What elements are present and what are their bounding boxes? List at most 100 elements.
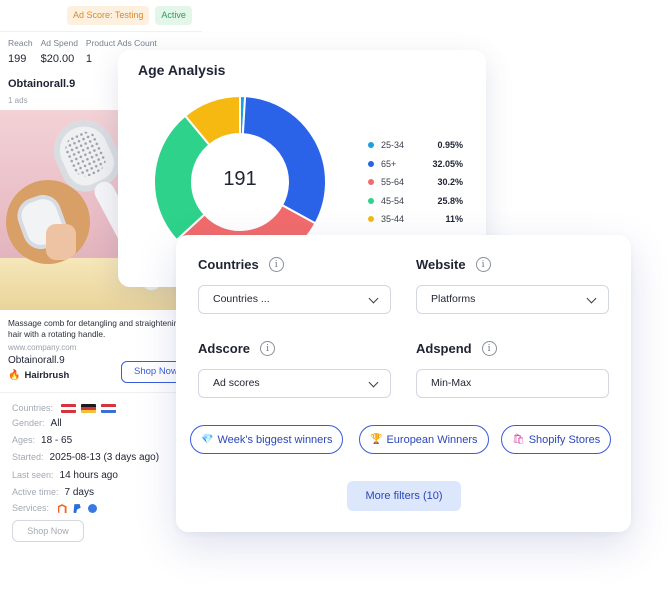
filters-panel: Countries i Countries ... Website i Plat…	[176, 235, 631, 532]
legend-value: 11%	[445, 214, 463, 224]
page-name[interactable]: Obtainorall.9	[8, 78, 76, 90]
services-label: Services:	[12, 503, 50, 513]
divider	[0, 392, 185, 393]
chevron-down-icon	[368, 293, 379, 304]
ages-label: Ages:	[12, 435, 36, 445]
legend-dot	[368, 160, 374, 167]
hand-holding-brush-image	[6, 180, 90, 264]
legend-value: 32.05%	[432, 158, 463, 169]
gender-value: All	[50, 418, 62, 429]
pill-label: European Winners	[386, 433, 478, 446]
stat-ad-spend: Ad Spend $20.00	[41, 38, 78, 65]
ad-website[interactable]: www.company.com	[8, 343, 77, 352]
legend-value: 30.2%	[437, 177, 463, 187]
donut-slice-35-44[interactable]	[183, 94, 241, 147]
donut-center-total: 191	[223, 168, 257, 190]
stat-label: Ad Spend	[40, 38, 78, 48]
legend-label: 55-64	[381, 177, 405, 187]
last-seen-value: 14 hours ago	[59, 470, 118, 481]
legend-dot	[368, 197, 374, 204]
countries-label: Countries	[198, 257, 259, 272]
adscore-select[interactable]: Ad scores	[198, 369, 391, 398]
stat-value: 199	[8, 53, 27, 65]
legend-dot	[368, 179, 374, 185]
countries-row: Countries:	[12, 403, 116, 414]
card-title: Age Analysis	[138, 62, 226, 78]
chevron-down-icon	[368, 377, 379, 388]
stat-reach: Reach 199	[8, 38, 33, 65]
started-label: Started:	[12, 452, 44, 462]
adspend-input-placeholder: Min-Max	[431, 377, 472, 389]
paypal-icon	[73, 504, 81, 514]
european-winners-button[interactable]: 🏆 European Winners	[359, 425, 489, 454]
shop-now-button[interactable]: Shop Now	[12, 520, 84, 542]
donut-slice-65+[interactable]	[241, 95, 327, 225]
divider	[0, 31, 202, 32]
at-flag-icon	[60, 404, 76, 414]
product-name: 🔥 Hairbrush	[8, 370, 69, 381]
active-time-value: 7 days	[64, 487, 94, 498]
last-seen-label: Last seen:	[12, 470, 54, 480]
legend-item: 55-64 30.2%	[368, 176, 468, 195]
legend-item: 35-44 11%	[368, 213, 468, 232]
legend-label: 45-54	[381, 195, 405, 206]
shopping-bag-icon: 🛍	[512, 434, 525, 445]
pill-label: Shopify Stores	[528, 433, 601, 446]
legend-value: 0.95%	[437, 140, 463, 150]
chevron-down-icon	[586, 293, 597, 304]
legend-item: 25-34 0.95%	[368, 139, 468, 158]
adscore-field-label: Adscore i	[198, 341, 276, 356]
info-icon[interactable]: i	[260, 341, 276, 356]
ages-row: Ages: 18 - 65	[12, 435, 72, 446]
page-name[interactable]: Obtainorall.9	[8, 355, 65, 366]
legend-label: 35-44	[381, 214, 405, 224]
website-select[interactable]: Platforms	[416, 285, 609, 314]
info-icon[interactable]: i	[475, 257, 491, 272]
started-row: Started: 2025-08-13 (3 days ago)	[12, 452, 159, 463]
started-value: 2025-08-13 (3 days ago)	[49, 452, 160, 463]
product-label: Hairbrush	[24, 370, 70, 381]
donut-slice-45-54[interactable]	[153, 114, 211, 242]
shopify-stores-button[interactable]: 🛍 Shopify Stores	[501, 425, 612, 454]
info-icon[interactable]: i	[481, 341, 497, 356]
countries-field-label: Countries i	[198, 257, 284, 272]
adspend-field-label: Adspend i	[416, 341, 497, 356]
magento-icon	[57, 504, 67, 514]
weeks-biggest-winners-button[interactable]: 💎 Week's biggest winners	[190, 425, 344, 454]
active-time-label: Active time:	[12, 487, 59, 497]
stat-product-ads-count: Product Ads Count 1	[86, 38, 157, 65]
adspend-input[interactable]: Min-Max	[416, 369, 609, 398]
ad-description: Massage comb for detangling and straight…	[8, 318, 183, 339]
ad-score-badge: Ad Score: Testing	[67, 6, 150, 25]
trophy-icon: 🏆	[370, 434, 383, 445]
stat-label: Reach	[8, 38, 33, 48]
countries-select-value: Countries ...	[213, 293, 270, 305]
ages-value: 18 - 65	[41, 435, 73, 446]
de-flag-icon	[80, 404, 96, 414]
legend-dot	[368, 142, 374, 148]
fire-icon: 🔥	[8, 370, 21, 381]
info-icon[interactable]: i	[268, 257, 284, 272]
status-badge: Active	[155, 6, 192, 25]
diamond-icon: 💎	[201, 434, 214, 445]
countries-label: Countries:	[12, 403, 54, 413]
last-seen-row: Last seen: 14 hours ago	[12, 470, 118, 481]
legend-dot	[368, 216, 374, 222]
chart-legend: 25-34 0.95% 65+ 32.05% 55-64 30.2% 45-54 25.8% 3…	[368, 139, 468, 232]
stat-value: 1	[85, 53, 93, 65]
nl-flag-icon	[100, 404, 116, 414]
adscore-select-value: Ad scores	[213, 377, 260, 389]
legend-item: 65+ 32.05%	[368, 158, 468, 177]
legend-label: 65+	[381, 158, 397, 169]
adscore-label: Adscore	[198, 341, 251, 356]
gender-label: Gender:	[12, 418, 45, 428]
countries-select[interactable]: Countries ...	[198, 285, 391, 314]
stat-value: $20.00	[40, 53, 75, 65]
gender-row: Gender: All	[12, 418, 62, 429]
website-select-value: Platforms	[431, 293, 476, 305]
facebook-icon	[87, 504, 97, 514]
ad-stats: Reach 199 Ad Spend $20.00 Product Ads Co…	[8, 38, 157, 65]
pill-label: Week's biggest winners	[217, 433, 333, 446]
more-filters-button[interactable]: More filters (10)	[347, 481, 461, 511]
website-field-label: Website i	[416, 257, 491, 272]
